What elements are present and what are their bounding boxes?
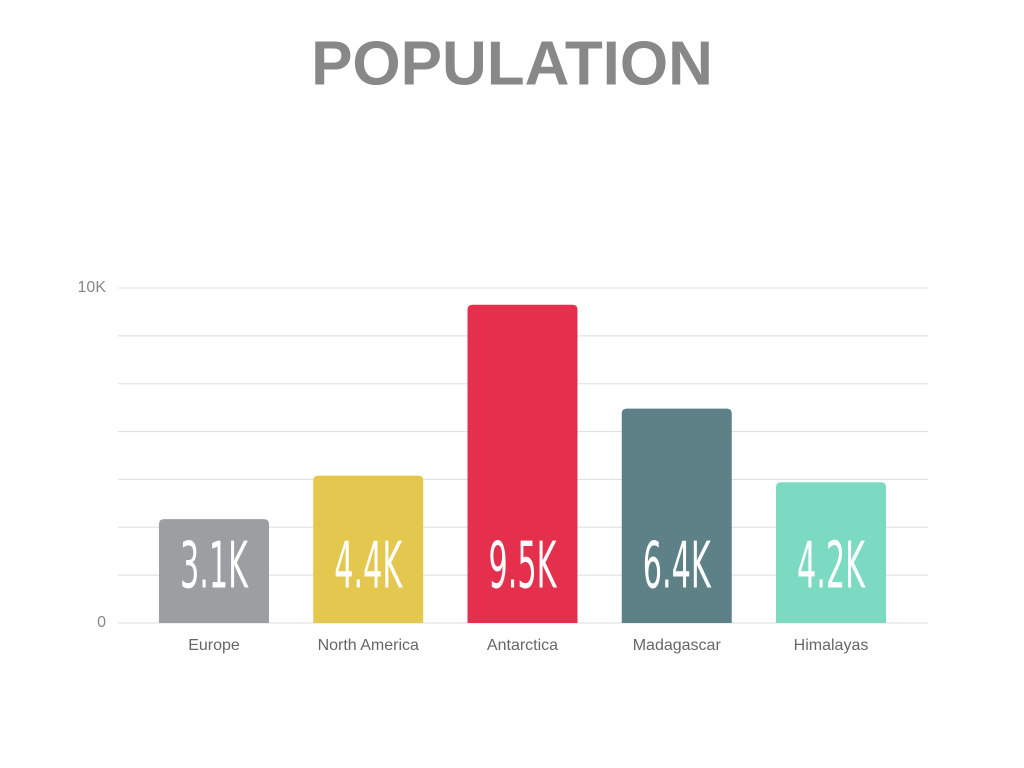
x-tick-label: Himalayas xyxy=(794,637,869,654)
y-tick-label: 10K xyxy=(78,279,107,296)
x-tick-label: Europe xyxy=(188,637,240,654)
value-label: 9.5K xyxy=(489,530,558,604)
bar xyxy=(621,408,732,623)
bar xyxy=(776,482,886,623)
value-label: 4.4K xyxy=(334,530,403,604)
x-tick-label: Antarctica xyxy=(487,637,558,654)
value-label: 3.1K xyxy=(180,530,249,604)
bar xyxy=(467,304,578,623)
x-tick-label: North America xyxy=(318,637,419,654)
x-tick-label: Madagascar xyxy=(633,637,722,654)
bar xyxy=(159,519,269,623)
value-label: 6.4K xyxy=(643,530,712,604)
bar xyxy=(313,475,424,623)
y-tick-label: 0 xyxy=(97,614,106,631)
value-label: 4.2K xyxy=(797,530,866,604)
chart-title: POPULATION xyxy=(311,29,713,98)
